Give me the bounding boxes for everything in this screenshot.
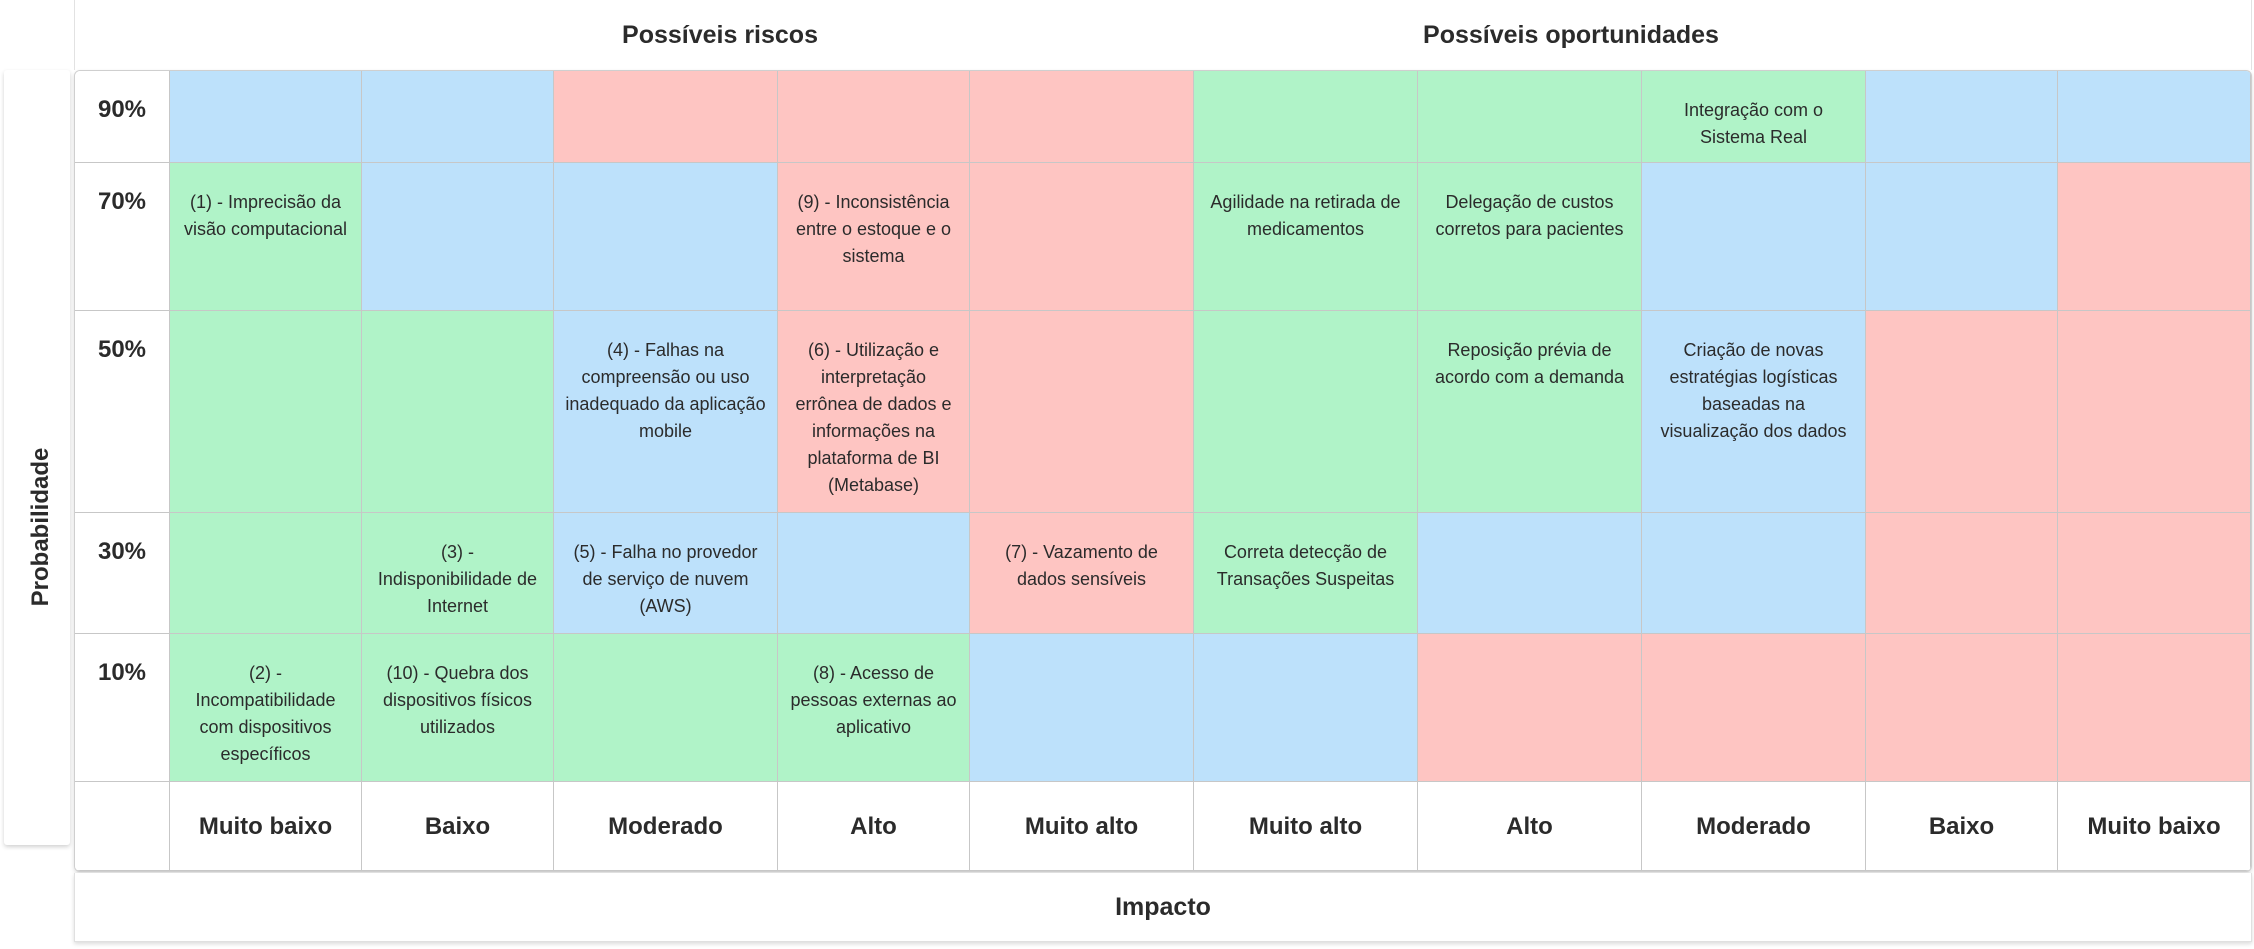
matrix-cell: Agilidade na retirada de medicamentos bbox=[1194, 163, 1418, 311]
matrix-cell: (1) - Imprecisão da visão computacional bbox=[170, 163, 362, 311]
matrix-cell: Correta detecção de Transações Suspeitas bbox=[1194, 513, 1418, 634]
matrix-cell bbox=[970, 71, 1194, 163]
impact-level-label: Baixo bbox=[362, 782, 554, 871]
matrix-cell bbox=[2058, 163, 2251, 311]
matrix-cell bbox=[362, 311, 554, 513]
risk-matrix: 90% Integração com o Sistema Real 70% (1) -… bbox=[74, 70, 2252, 872]
corner-cell bbox=[75, 782, 170, 871]
cell-text: Criação de novas estratégias logísticas … bbox=[1660, 340, 1847, 441]
matrix-cell bbox=[2058, 71, 2251, 163]
matrix-cell bbox=[1866, 163, 2058, 311]
impact-level-label: Muito alto bbox=[1194, 782, 1418, 871]
matrix-cell bbox=[970, 311, 1194, 513]
matrix-cell: (9) - Inconsistência entre o estoque e o… bbox=[778, 163, 970, 311]
matrix-cell bbox=[1866, 311, 2058, 513]
matrix-cell: (6) - Utilização e interpretação errônea… bbox=[778, 311, 970, 513]
x-axis-label: Impacto bbox=[74, 873, 2252, 942]
matrix-cell bbox=[1194, 71, 1418, 163]
matrix-cell bbox=[778, 513, 970, 634]
cell-text: (9) - Inconsistência entre o estoque e o… bbox=[795, 192, 952, 266]
matrix-cell bbox=[1866, 634, 2058, 782]
matrix-cell bbox=[1194, 634, 1418, 782]
matrix-cell bbox=[1866, 513, 2058, 634]
matrix-cell: (7) - Vazamento de dados sensíveis bbox=[970, 513, 1194, 634]
matrix-cell bbox=[170, 513, 362, 634]
cell-text: (3) - Indisponibilidade de Internet bbox=[377, 542, 538, 616]
probability-label: 10% bbox=[75, 634, 170, 782]
probability-label: 30% bbox=[75, 513, 170, 634]
matrix-cell bbox=[1194, 311, 1418, 513]
matrix-cell bbox=[554, 634, 778, 782]
matrix-cell bbox=[362, 71, 554, 163]
cell-text: (5) - Falha no provedor de serviço de nu… bbox=[573, 542, 758, 616]
matrix-cell: Integração com o Sistema Real bbox=[1642, 71, 1866, 163]
matrix-cell: Criação de novas estratégias logísticas … bbox=[1642, 311, 1866, 513]
cell-text: Reposição prévia de acordo com a demanda bbox=[1434, 340, 1625, 387]
cell-text: Correta detecção de Transações Suspeitas bbox=[1216, 542, 1395, 589]
matrix-cell bbox=[554, 71, 778, 163]
matrix-cell: Reposição prévia de acordo com a demanda bbox=[1418, 311, 1642, 513]
impact-level-label: Muito baixo bbox=[170, 782, 362, 871]
matrix-cell: (5) - Falha no provedor de serviço de nu… bbox=[554, 513, 778, 634]
impact-level-label: Moderado bbox=[554, 782, 778, 871]
cell-text: Agilidade na retirada de medicamentos bbox=[1210, 192, 1401, 239]
probability-label: 50% bbox=[75, 311, 170, 513]
matrix-cell bbox=[970, 634, 1194, 782]
cell-text: (1) - Imprecisão da visão computacional bbox=[183, 192, 348, 239]
matrix-cell bbox=[1418, 71, 1642, 163]
risks-header: Possíveis riscos bbox=[622, 21, 818, 49]
y-axis-label: Probabilidade bbox=[27, 447, 54, 607]
impact-level-label: Baixo bbox=[1866, 782, 2058, 871]
impact-level-label: Moderado bbox=[1642, 782, 1866, 871]
matrix-cell: (2) - Incompatibilidade com dispositivos… bbox=[170, 634, 362, 782]
matrix-cell bbox=[1642, 634, 1866, 782]
opportunities-header: Possíveis oportunidades bbox=[1423, 21, 1719, 49]
matrix-cell: (10) - Quebra dos dispositivos físicos u… bbox=[362, 634, 554, 782]
matrix-cell bbox=[362, 163, 554, 311]
matrix-cell bbox=[554, 163, 778, 311]
matrix-cell bbox=[1642, 513, 1866, 634]
matrix-cell: (4) - Falhas na compreensão ou uso inade… bbox=[554, 311, 778, 513]
y-axis-panel: Probabilidade bbox=[4, 70, 70, 845]
matrix-cell bbox=[1642, 163, 1866, 311]
matrix-cell: Delegação de custos corretos para pacien… bbox=[1418, 163, 1642, 311]
matrix-cell bbox=[970, 163, 1194, 311]
matrix-cell bbox=[2058, 513, 2251, 634]
matrix-cell bbox=[1418, 513, 1642, 634]
cell-text: (4) - Falhas na compreensão ou uso inade… bbox=[565, 340, 766, 441]
matrix-cell bbox=[2058, 634, 2251, 782]
matrix-cell bbox=[1418, 634, 1642, 782]
cell-text: (6) - Utilização e interpretação errônea… bbox=[795, 340, 952, 495]
impact-level-label: Alto bbox=[778, 782, 970, 871]
impact-level-label: Muito baixo bbox=[2058, 782, 2251, 871]
matrix-grid: 90% Integração com o Sistema Real 70% (1) -… bbox=[75, 71, 2251, 871]
impact-level-label: Muito alto bbox=[970, 782, 1194, 871]
matrix-cell bbox=[1866, 71, 2058, 163]
matrix-cell bbox=[170, 311, 362, 513]
matrix-cell: (8) - Acesso de pessoas externas ao apli… bbox=[778, 634, 970, 782]
header-bar: Possíveis riscos Possíveis oportunidades bbox=[74, 0, 2252, 70]
matrix-cell bbox=[170, 71, 362, 163]
probability-label: 90% bbox=[75, 71, 170, 163]
cell-text: (7) - Vazamento de dados sensíveis bbox=[1005, 542, 1158, 589]
cell-text: (8) - Acesso de pessoas externas ao apli… bbox=[790, 663, 957, 737]
matrix-cell: (3) - Indisponibilidade de Internet bbox=[362, 513, 554, 634]
cell-text: Delegação de custos corretos para pacien… bbox=[1435, 192, 1624, 239]
impact-level-label: Alto bbox=[1418, 782, 1642, 871]
probability-label: 70% bbox=[75, 163, 170, 311]
matrix-cell bbox=[2058, 311, 2251, 513]
matrix-cell bbox=[778, 71, 970, 163]
cell-text: (2) - Incompatibilidade com dispositivos… bbox=[195, 663, 336, 764]
cell-text: (10) - Quebra dos dispositivos físicos u… bbox=[382, 663, 533, 737]
cell-text: Integração com o Sistema Real bbox=[1683, 100, 1824, 147]
